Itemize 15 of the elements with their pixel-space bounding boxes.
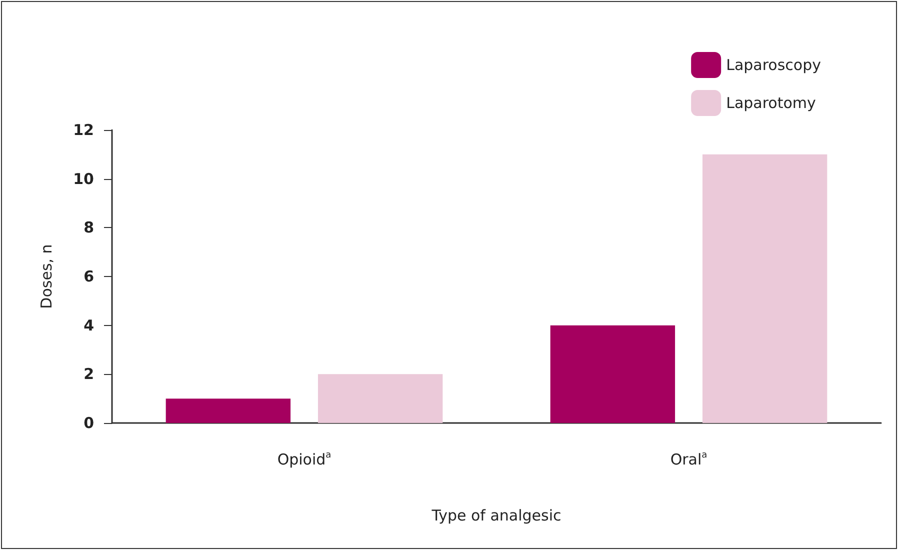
legend-label: Laparoscopy — [726, 56, 822, 74]
bar — [550, 325, 676, 423]
y-tick-label: 4 — [84, 316, 94, 334]
x-axis-title: Type of analgesic — [430, 506, 562, 524]
y-tick-label: 12 — [73, 121, 94, 139]
y-tick-label: 8 — [84, 218, 94, 237]
y-tick-label: 0 — [84, 414, 94, 432]
y-axis-title: Doses, n — [38, 244, 56, 309]
y-tick-label: 10 — [73, 170, 94, 188]
y-tick-label: 6 — [84, 268, 94, 286]
bar — [702, 154, 828, 423]
bar — [318, 374, 443, 423]
y-tick-label: 2 — [84, 365, 94, 384]
bar — [166, 398, 291, 423]
legend-label: Laparotomy — [726, 94, 816, 112]
